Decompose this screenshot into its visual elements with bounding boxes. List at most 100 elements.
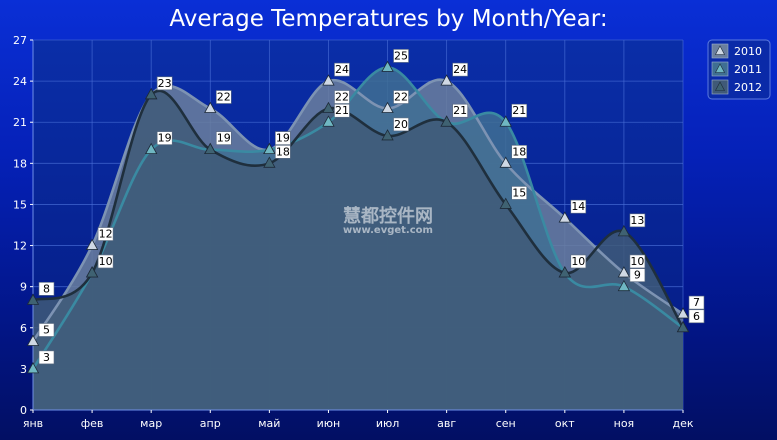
data-label-box-2011 [511,103,528,118]
marker-2010 [558,211,571,223]
data-label-2012: 19 [217,132,231,145]
data-label-box-2010 [215,90,232,104]
x-tick-label: мар [140,417,162,430]
data-label-2012: 23 [158,77,172,90]
data-label-2010: 18 [512,145,526,158]
marker-2012 [617,225,631,237]
data-label-box-2010 [570,199,587,214]
data-label-box-2012 [275,145,291,159]
x-tick-label: июл [376,417,399,430]
data-label-box-2012 [38,282,55,296]
legend-marker-2010 [715,45,725,55]
series-area-2012 [33,90,683,410]
data-label-box-2012 [452,103,468,118]
data-label-2010: 22 [217,91,231,104]
data-label-box-2012 [511,186,528,200]
data-label-box-2012 [688,309,705,324]
data-label-2012: 8 [43,282,50,295]
data-label-box-2011 [334,103,350,118]
marker-2012 [145,87,158,100]
data-label-box-2011 [156,131,173,145]
x-tick-label: окт [555,417,575,430]
data-label-2010: 7 [693,296,700,309]
y-tick-label: 27 [13,34,27,47]
marker-2011 [322,115,335,127]
marker-2010 [26,334,40,346]
x-tick-label: сен [496,417,516,430]
legend-marker-2011 [715,63,725,73]
y-tick-label: 3 [20,363,27,376]
x-tick-label: май [258,417,280,430]
watermark-line1: 慧都控件网 [343,205,433,227]
data-label-box-2011 [629,268,646,282]
data-label-box-2011 [275,131,291,145]
data-label-2010: 24 [335,63,349,76]
marker-2010 [322,74,335,86]
data-label-box-2011 [393,49,409,63]
data-label-box-2010 [97,227,114,241]
data-label-box-2010 [452,62,468,77]
data-label-box-2010 [629,254,646,269]
data-label-2010: 24 [453,63,467,76]
marker-2010 [381,101,394,113]
data-label-2012: 20 [394,118,408,131]
marker-2012 [322,101,335,113]
data-label-2011: 19 [158,132,172,145]
data-label-2010: 10 [630,255,644,268]
data-label-box-2012 [570,254,587,269]
marker-2011 [499,115,512,127]
legend-label-2010: 2010 [734,45,762,58]
marker-2010 [499,156,512,168]
data-label-box-2012 [629,213,646,228]
marker-2012 [558,266,571,278]
y-tick-label: 12 [13,240,27,253]
data-label-box-2012 [334,90,350,104]
x-tick-label: авг [437,417,456,430]
marker-2011 [26,362,40,374]
data-label-2011: 21 [512,104,526,117]
y-tick-label: 18 [13,157,27,170]
marker-2011 [263,142,276,155]
marker-2012 [440,115,453,127]
marker-2010 [617,266,631,278]
series-line-2012 [32,89,685,329]
marker-2012 [263,156,276,168]
marker-2012 [204,142,217,155]
marker-2011 [145,142,158,155]
data-label-box-2011 [38,350,55,365]
y-tick-label: 21 [13,116,27,129]
x-tick-label: фев [81,417,104,430]
data-label-2012: 10 [571,255,585,268]
marker-2010 [676,307,690,319]
data-label-2011: 25 [394,49,408,62]
data-label-2012: 13 [630,214,644,227]
data-label-box-2010 [511,145,528,159]
data-label-2011: 9 [634,269,641,282]
data-label-box-2010 [393,90,409,104]
legend-label-2012: 2012 [734,81,762,94]
data-label-2012: 21 [453,104,467,117]
legend-marker-2012 [715,81,725,91]
data-label-2010: 22 [394,91,408,104]
data-label-2012: 18 [276,145,290,158]
data-label-2011: 19 [276,132,290,145]
watermark-line2: www.evget.com [343,225,433,236]
y-tick-label: 6 [20,322,27,335]
marker-2012 [85,266,99,278]
data-label-2012: 15 [512,186,526,199]
data-label-2010: 12 [99,228,113,241]
marker-2012 [26,293,40,305]
y-tick-label: 0 [20,404,27,417]
y-tick-label: 24 [13,75,27,88]
data-label-box-2012 [393,117,409,132]
x-tick-label: июн [317,417,341,430]
marker-2012 [381,129,394,141]
marker-2011 [381,60,394,72]
data-label-box-2012 [97,254,114,269]
marker-2011 [617,279,631,292]
y-tick-label: 15 [13,198,27,211]
marker-2010 [440,74,453,86]
marker-2010 [85,238,99,250]
x-tick-label: апр [200,417,221,430]
